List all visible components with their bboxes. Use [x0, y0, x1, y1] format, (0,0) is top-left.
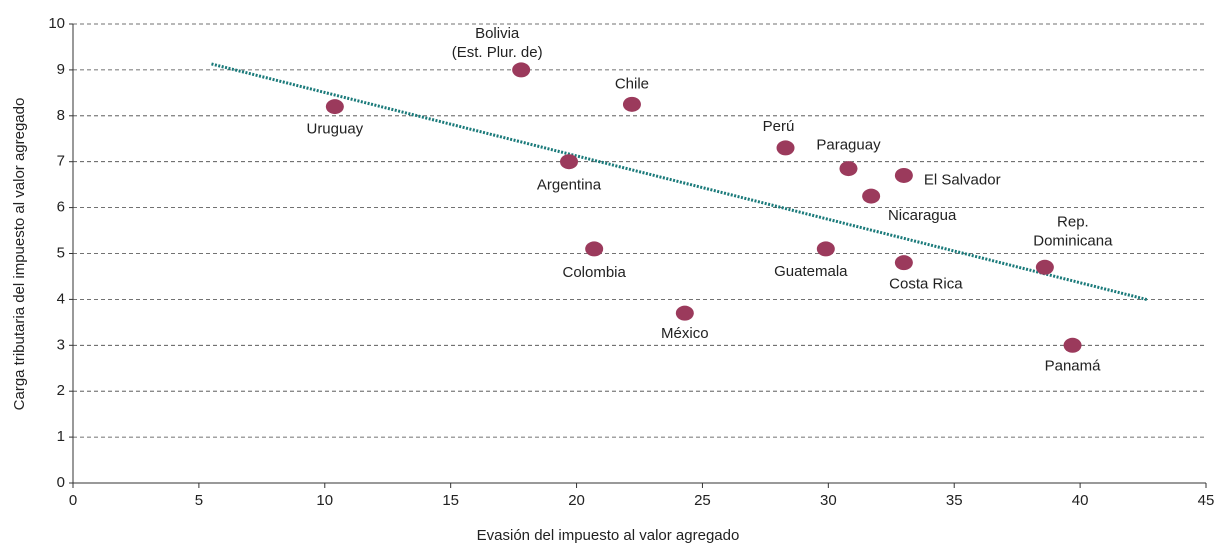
- y-tick-label: 1: [57, 428, 65, 445]
- point: [622, 96, 641, 112]
- point-label: Bolivia (Est. Plur. de): [452, 25, 543, 61]
- point: [325, 99, 344, 115]
- trend-line: [211, 62, 1149, 302]
- y-tick-label: 4: [57, 290, 65, 307]
- y-tick-label: 6: [57, 199, 65, 216]
- x-tick-label: 0: [69, 492, 77, 509]
- x-tick-label: 40: [1072, 492, 1089, 509]
- point: [839, 161, 858, 177]
- y-tick-label: 10: [48, 15, 65, 32]
- x-tick-label: 20: [568, 492, 585, 509]
- point-label: Guatemala: [774, 263, 848, 280]
- point-label: Nicaragua: [888, 207, 957, 224]
- x-tick-label: 5: [195, 492, 203, 509]
- point: [675, 305, 694, 321]
- point-label: Chile: [615, 75, 649, 92]
- point: [560, 154, 579, 170]
- point-label: Costa Rica: [889, 276, 963, 293]
- point-label: El Salvador: [924, 171, 1001, 188]
- point: [1063, 337, 1082, 353]
- y-tick-label: 0: [57, 474, 65, 491]
- x-tick-label: 45: [1198, 492, 1215, 509]
- point: [816, 241, 835, 257]
- point-label: México: [661, 325, 709, 342]
- x-axis-title: Evasión del impuesto al valor agregado: [477, 527, 740, 544]
- x-tick-label: 30: [820, 492, 837, 509]
- y-tick-label: 9: [57, 61, 65, 78]
- point: [894, 167, 913, 183]
- point-label: Paraguay: [816, 137, 881, 154]
- point-label: Rep. Dominicana: [1033, 213, 1113, 249]
- x-tick-label: 15: [442, 492, 459, 509]
- point-label: Perú: [763, 118, 795, 135]
- point-label: Argentina: [537, 177, 602, 194]
- y-tick-label: 8: [57, 107, 65, 124]
- y-tick-label: 5: [57, 244, 65, 261]
- y-tick-label: 7: [57, 153, 65, 170]
- point: [512, 62, 531, 78]
- x-tick-label: 35: [946, 492, 963, 509]
- point: [1035, 259, 1054, 275]
- y-tick-label: 3: [57, 336, 65, 353]
- point-label: Panamá: [1045, 357, 1102, 374]
- point-label: Uruguay: [306, 121, 363, 138]
- y-axis-title: Carga tributaria del impuesto al valor a…: [11, 98, 28, 411]
- x-tick-label: 25: [694, 492, 711, 509]
- point: [894, 255, 913, 271]
- point: [585, 241, 604, 257]
- point-label: Colombia: [562, 264, 626, 281]
- x-tick-label: 10: [316, 492, 333, 509]
- point: [776, 140, 795, 156]
- y-tick-label: 2: [57, 382, 65, 399]
- point: [862, 188, 881, 204]
